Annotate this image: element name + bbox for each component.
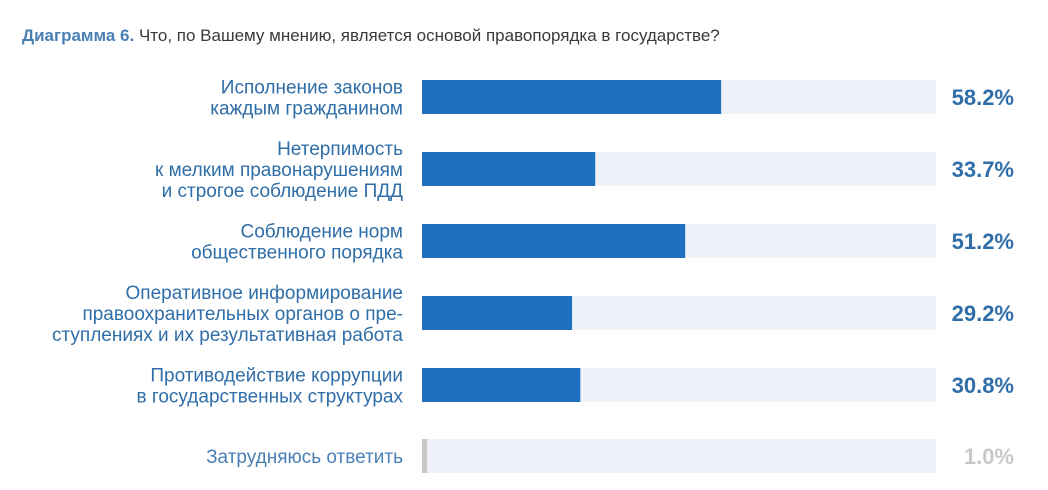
category-label-line: Исполнение законов [221,78,403,99]
chart-title: Диаграмма 6. Что, по Вашему мнению, явля… [22,26,720,46]
bar [422,296,573,330]
bar-row: Противодействие коррупции в государственн… [136,366,1014,408]
category-label: Оперативное информирование правоохранител… [52,283,403,346]
value-label: 51.2% [952,229,1014,254]
value-label: 30.8% [952,373,1014,398]
category-label-line: к мелким правонарушениям [155,160,403,181]
category-label: Нетерпимость к мелким правонарушениям и ст… [155,139,403,202]
category-label: Исполнение законов каждым гражданином [210,78,403,120]
category-label: Затрудняюсь ответить [206,447,403,468]
category-label-line: Нетерпимость [277,139,403,160]
category-label-line: Соблюдение норм [240,222,403,243]
category-label-line: правоохранительных органов о пре- [82,304,403,325]
bar [422,152,596,186]
bar-row: Исполнение законов каждым гражданином 58.2… [210,78,1014,120]
category-label-line: Оперативное информирование [126,283,403,304]
bar-row: Соблюдение норм общественного порядка 51.2… [191,222,1014,264]
value-label: 29.2% [952,301,1014,326]
category-label-line: каждым гражданином [210,99,403,120]
category-label: Соблюдение норм общественного порядка [191,222,403,264]
bar [422,80,722,114]
bar [422,368,581,402]
category-label-line: и строгое соблюдение ПДД [162,181,404,202]
chart-title-question: Что, по Вашему мнению, является основой … [138,26,720,45]
value-label: 58.2% [952,85,1014,110]
category-label-line: общественного порядка [191,243,403,264]
bar-row: Затрудняюсь ответить 1.0% [206,439,1014,473]
chart-title-prefix: Диаграмма 6. [22,26,135,45]
bar-row: Оперативное информирование правоохранител… [52,283,1014,346]
bar [422,439,428,473]
category-label-line: Противодействие коррупции [150,366,403,387]
bar-row: Нетерпимость к мелким правонарушениям и ст… [155,139,1014,202]
category-label-line: Затрудняюсь ответить [206,447,403,468]
category-label-line: ступлениях и их результативная работа [52,325,403,346]
bar [422,224,686,258]
value-label: 1.0% [964,444,1014,469]
value-label: 33.7% [952,157,1014,182]
bar-track [422,439,936,473]
category-label: Противодействие коррупции в государственн… [136,366,403,408]
category-label-line: в государственных структурах [136,387,403,408]
